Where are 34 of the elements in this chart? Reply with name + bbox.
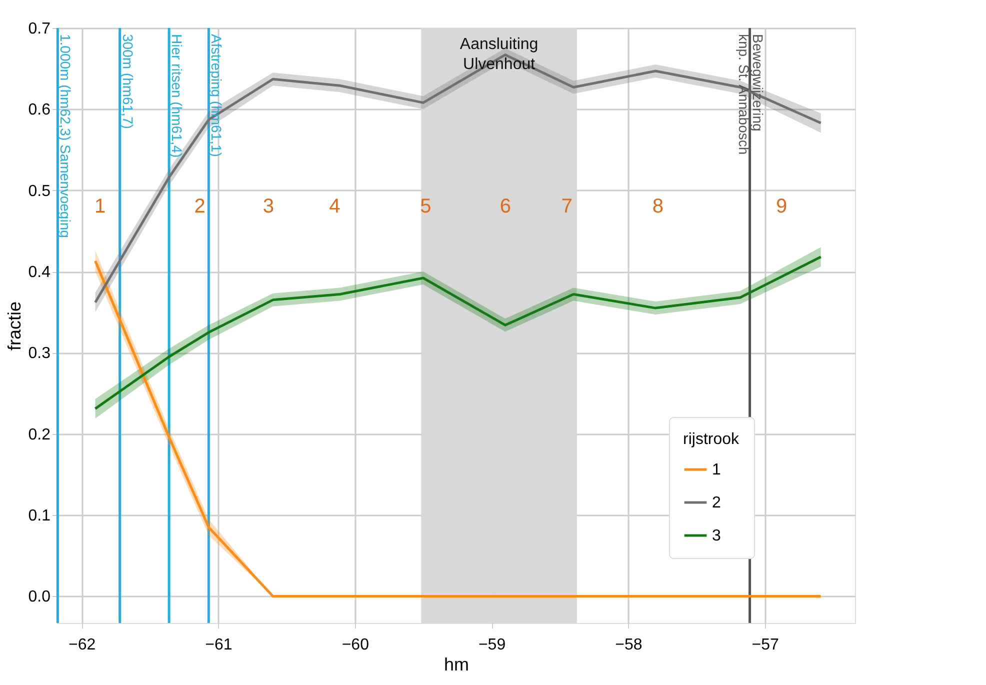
y-tick-label: 0.0: [28, 588, 51, 606]
band-label: Aansluiting Ulvenhout: [460, 36, 538, 73]
y-tick-label: 0.4: [28, 264, 51, 282]
y-tick-label: 0.5: [28, 182, 51, 200]
annotation: 3: [262, 196, 274, 218]
legend-label: 1: [712, 462, 721, 478]
annotation: 2: [194, 196, 206, 218]
legend-title: rijstrook: [683, 431, 740, 448]
annotation: 4: [329, 196, 340, 218]
x-tick-label: −60: [342, 636, 370, 654]
legend-label: 2: [712, 494, 721, 512]
ref-line-label: Afstreping (hm61,1): [208, 34, 225, 157]
y-axis-title: fractie: [4, 301, 24, 351]
annotation: 5: [420, 196, 432, 218]
x-tick-label: −59: [478, 636, 506, 654]
ref-line-label: Hier ritsen (hm61,4): [169, 34, 186, 158]
ref-line-label: 1.000m (hm62,3) Samenvoeging: [58, 34, 74, 238]
y-tick-label: 0.6: [28, 102, 51, 119]
annotation: 7: [561, 196, 572, 218]
annotation: 6: [500, 196, 512, 218]
x-tick-label: −58: [615, 636, 642, 654]
legend-label: 3: [712, 528, 721, 544]
x-tick-label: −61: [205, 636, 232, 654]
annotation: 1: [94, 196, 106, 218]
x-tick-label: −57: [752, 636, 779, 654]
y-tick-label: 0.3: [28, 345, 51, 362]
ref-line-label: 300m (hm61,7): [120, 34, 136, 129]
y-tick-label: 0.7: [28, 20, 51, 38]
annotation: 9: [776, 196, 788, 218]
x-tick-label: −62: [68, 636, 96, 654]
y-tick-label: 0.2: [28, 426, 51, 444]
x-axis-title: hm: [444, 654, 470, 674]
annotation: 8: [652, 196, 664, 218]
y-tick-label: 0.1: [28, 508, 51, 525]
